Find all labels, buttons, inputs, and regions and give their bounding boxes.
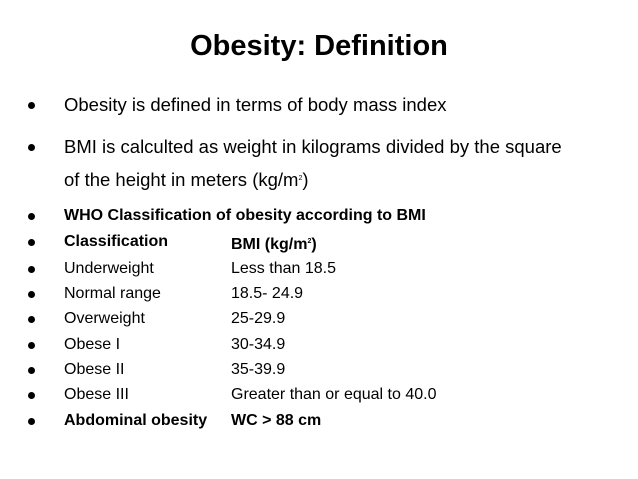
bullet-dot-icon: [28, 316, 35, 323]
abdominal-obesity-label: Abdominal obesity: [64, 412, 208, 429]
bullet-text: BMI is calculted as weight in kilograms …: [64, 136, 562, 157]
bullet-dot-icon: [28, 239, 35, 246]
slide-title: Obesity: Definition: [190, 30, 448, 62]
classification-label: Obese III: [64, 386, 129, 403]
bmi-range: 25-29.9: [231, 310, 286, 327]
classification-header-label: Classification: [64, 233, 169, 250]
bmi-range: 35-39.9: [231, 361, 286, 378]
bmi-range: 18.5- 24.9: [231, 285, 304, 302]
bullet-dot-icon: [28, 392, 35, 399]
bullet-dot-icon: [28, 213, 35, 220]
bullet-text-line2: of the height in meters (kg/m2): [64, 169, 309, 190]
bullet-dot-icon: [28, 266, 35, 273]
classification-label: Overweight: [64, 310, 145, 327]
waist-circumference-value: WC > 88 cm: [231, 412, 322, 429]
bmi-range: Less than 18.5: [231, 260, 336, 277]
bmi-range: Greater than or equal to 40.0: [231, 386, 437, 403]
bullet-dot-icon: [28, 102, 35, 109]
classification-label: Obese II: [64, 361, 125, 378]
classification-label: Normal range: [64, 285, 161, 302]
classification-label: Obese I: [64, 336, 121, 353]
bullet-dot-icon: [28, 342, 35, 349]
bullet-text: Obesity is defined in terms of body mass…: [64, 94, 447, 115]
bullet-dot-icon: [28, 144, 35, 151]
bullet-dot-icon: [28, 418, 35, 425]
bmi-header-label: BMI (kg/m2): [231, 236, 317, 253]
bullet-dot-icon: [28, 291, 35, 298]
classification-label: Underweight: [64, 260, 154, 277]
bullet-text: WHO Classification of obesity according …: [64, 207, 426, 224]
bullet-dot-icon: [28, 367, 35, 374]
bmi-range: 30-34.9: [231, 336, 286, 353]
